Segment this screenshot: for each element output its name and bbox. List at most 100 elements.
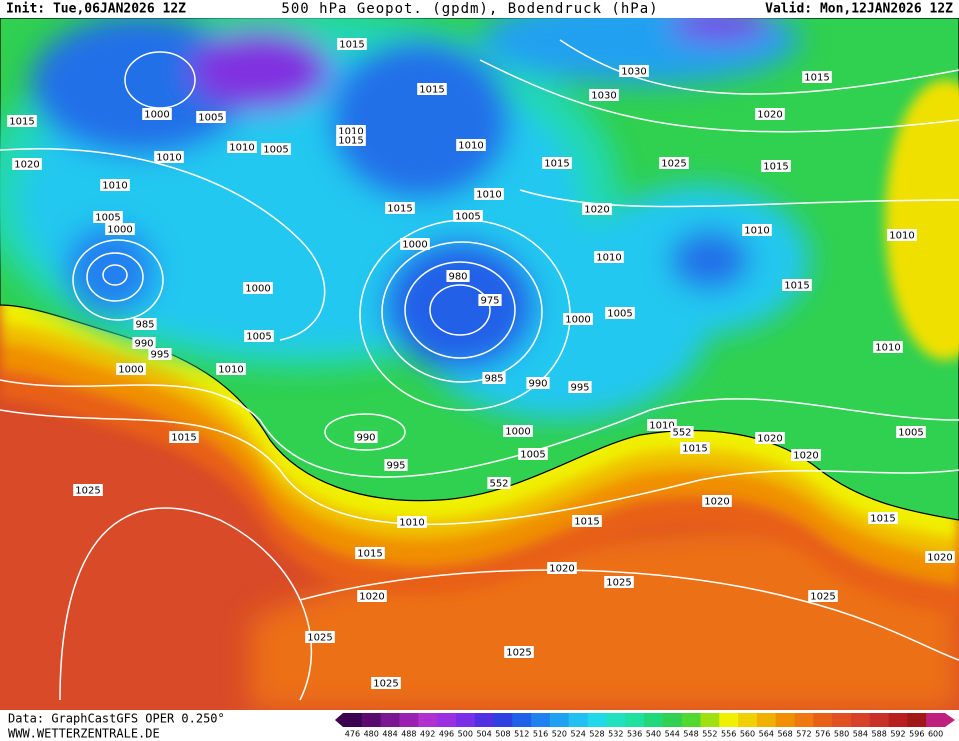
scale-label: 492 [420,730,435,739]
scale-label: 572 [796,730,811,739]
scale-label: 504 [476,730,491,739]
scale-cell [832,713,852,727]
label-box [563,313,593,325]
scale-cell [380,713,400,727]
label-box [305,631,335,643]
isobar-label: 1000 [565,315,590,326]
isobar-label: 1015 [419,85,444,96]
scale-cell [343,713,363,727]
label-box [808,590,838,602]
isobar-label: 1025 [606,578,631,589]
label-box [761,160,791,172]
scale-label: 540 [646,730,661,739]
isobar-label: 552 [489,479,508,490]
label-box [925,551,955,563]
scale-label: 484 [382,730,397,739]
scale-label: 576 [815,730,830,739]
isobar-label: 1025 [307,633,332,644]
isobar-label: 1020 [584,205,609,216]
scale-label: 496 [439,730,454,739]
label-box [355,547,385,559]
isobar-label: 1000 [107,225,132,236]
map-title: 500 hPa Geopot. (gpdm), Bodendruck (hPa) [281,1,658,17]
isobar-label: 1010 [458,141,483,152]
isobar-label: 980 [448,272,467,283]
isobar-label: 1015 [804,73,829,84]
scale-label: 508 [495,730,510,739]
scale-label: 524 [571,730,586,739]
label-box [503,425,533,437]
scale-label: 532 [608,730,623,739]
isobar-label: 1005 [246,332,271,343]
isobar-label: 1000 [144,110,169,121]
label-box [169,431,199,443]
label-box [572,515,602,527]
label-box [605,307,635,319]
isobar-label: 1010 [102,181,127,192]
isobar-label: 1000 [402,240,427,251]
isobar-label: 1010 [218,365,243,376]
scale-cell [719,713,739,727]
scale-cell [512,713,532,727]
label-box [619,65,649,77]
scale-cell [549,713,570,727]
label-box [782,279,812,291]
label-box [417,83,447,95]
scale-cell [850,713,871,727]
scale-label: 480 [364,730,379,739]
isobar-label: 1025 [810,592,835,603]
label-box [887,229,917,241]
scale-label: 500 [458,730,473,739]
scale-label: 544 [665,730,680,739]
label-box [868,512,898,524]
color-scale: 476 480 484 488 492 496 500 504 508 512 516 520 524 5… [335,713,955,739]
scale-label: 600 [928,730,943,739]
scale-cell [531,713,551,727]
isobar-label: 985 [135,320,154,331]
isobar-label: 1015 [544,159,569,170]
label-box [604,576,634,588]
scale-label: 568 [777,730,792,739]
isobar-label: 1005 [95,213,120,224]
label-box [487,477,511,489]
label-box [670,426,694,438]
isobar-label: 975 [480,296,499,307]
isobar-label: 1025 [373,679,398,690]
label-box [482,372,506,384]
label-box [873,341,903,353]
scale-label: 520 [552,730,567,739]
scale-label: 548 [683,730,698,739]
isobar-label: 552 [672,428,691,439]
label-box [582,203,612,215]
isobar-label: 995 [386,461,405,472]
label-box [116,363,146,375]
init-time: Init: Tue,06JAN2026 12Z [6,2,186,17]
isobars [0,39,959,701]
isobar-label: 1015 [574,517,599,528]
isobar-label: 1005 [898,428,923,439]
isobar-label: 990 [356,433,375,444]
scale-label: 564 [759,730,774,739]
label-box [400,238,430,250]
isobar-label: 1010 [889,231,914,242]
isobar-label: 1020 [927,553,952,564]
label-box [478,294,502,306]
label-box [132,337,156,349]
isobar-label: 1010 [744,226,769,237]
scale-cell [907,713,927,727]
scale-cell [888,713,908,727]
isobar-label: 995 [150,350,169,361]
label-box [568,381,592,393]
label-box [755,432,785,444]
label-box [371,677,401,689]
isobar-label: 1010 [156,153,181,164]
label-box [244,330,274,342]
isobar-label: 1010 [399,518,424,529]
label-box [518,448,548,460]
scale-cell [399,713,419,727]
label-box [742,224,772,236]
header-bar [0,0,959,18]
isobar-label: 1020 [757,110,782,121]
label-box [133,318,157,330]
scale-label: 476 [345,730,360,739]
